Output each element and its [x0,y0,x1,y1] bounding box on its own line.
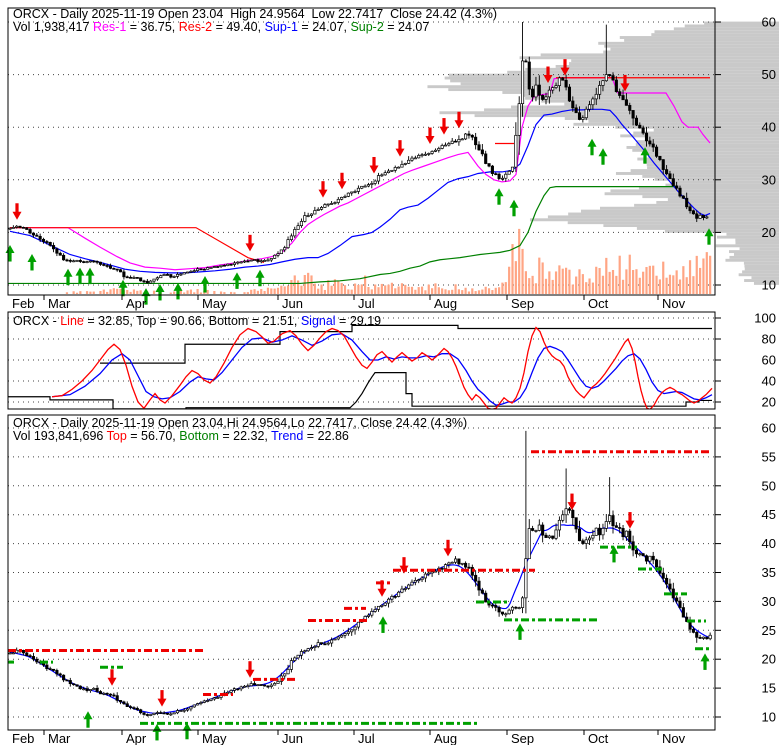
trend-value: = 22.86 [303,429,349,443]
svg-text:60: 60 [762,421,776,436]
svg-text:35: 35 [762,565,776,580]
svg-text:Jun: Jun [282,731,303,745]
panel3-legend: Vol 193,841,696 Top = 56.70, Bottom = 22… [13,430,349,443]
top-value: = 56.70, [126,429,180,443]
panel2-symbol: ORCX - [13,314,61,328]
res1-label: Res-1 [92,20,127,34]
svg-text:Sep: Sep [511,731,534,745]
panel3-title-text: ORCX - Daily 2025-11-19 Open 23.04,Hi 24… [13,416,468,430]
bottom-label: Bottom [179,429,219,443]
svg-text:45: 45 [762,507,776,522]
svg-text:60: 60 [762,353,776,368]
svg-text:30: 30 [762,172,776,187]
svg-text:Feb: Feb [12,296,34,311]
svg-text:80: 80 [762,332,776,347]
sup2-value: = 24.07 [383,20,430,34]
svg-text:Feb: Feb [12,731,34,745]
res1-value: = 36.75, [126,20,179,34]
svg-text:Nov: Nov [662,296,686,311]
svg-text:55: 55 [762,449,776,464]
panel1-volume-label: Vol 1,938,417 [13,20,93,34]
svg-text:Mar: Mar [48,731,71,745]
svg-text:100: 100 [754,311,776,326]
svg-text:Mar: Mar [48,296,71,311]
sup1-label: Sup-1 [264,20,298,34]
signal-label: Signal [300,314,336,328]
svg-text:Jul: Jul [358,296,375,311]
svg-text:40: 40 [762,120,776,135]
trend-label: Trend [271,429,304,443]
svg-text:20: 20 [762,395,776,410]
panel1-title: ORCX - Daily 2025-11-19 Open 23.04 High … [13,8,497,21]
svg-text:40: 40 [762,374,776,389]
svg-text:Jun: Jun [282,296,303,311]
panel3-title: ORCX - Daily 2025-11-19 Open 23.04,Hi 24… [13,417,467,430]
svg-text:25: 25 [762,623,776,638]
svg-text:Apr: Apr [126,731,147,745]
svg-text:Nov: Nov [662,731,686,745]
svg-text:Jul: Jul [358,731,375,745]
svg-text:10: 10 [762,710,776,725]
svg-text:40: 40 [762,536,776,551]
svg-text:10: 10 [762,278,776,293]
panel2-title: ORCX - Line = 32.85, Top = 90.66, Bottom… [13,315,381,328]
svg-text:May: May [202,731,227,745]
line-values: = 32.85, Top = 90.66, Bottom = 21.51, [83,314,301,328]
svg-text:Aug: Aug [434,296,457,311]
res2-value: = 49.40, [212,20,265,34]
panel1-legend: Vol 1,938,417 Res-1 = 36.75, Res-2 = 49.… [13,21,429,34]
svg-text:60: 60 [762,15,776,30]
line-label: Line [60,314,84,328]
svg-text:Oct: Oct [588,296,609,311]
panel3-volume-label: Vol 193,841,696 [13,429,107,443]
res2-label: Res-2 [178,20,213,34]
svg-text:30: 30 [762,594,776,609]
sup2-label: Sup-2 [350,20,384,34]
top-label: Top [106,429,127,443]
svg-text:20: 20 [762,652,776,667]
svg-text:50: 50 [762,478,776,493]
panel1-title-text: ORCX - Daily 2025-11-19 Open 23.04 High … [13,7,498,21]
bottom-value: = 22.32, [218,429,272,443]
svg-text:Apr: Apr [126,296,147,311]
svg-text:15: 15 [762,681,776,696]
svg-text:May: May [202,296,227,311]
sup1-value: = 24.07, [297,20,351,34]
svg-text:Sep: Sep [511,296,534,311]
signal-value: = 29.19 [335,314,382,328]
svg-text:50: 50 [762,67,776,82]
svg-text:Oct: Oct [588,731,609,745]
svg-text:Aug: Aug [434,731,457,745]
svg-text:20: 20 [762,225,776,240]
